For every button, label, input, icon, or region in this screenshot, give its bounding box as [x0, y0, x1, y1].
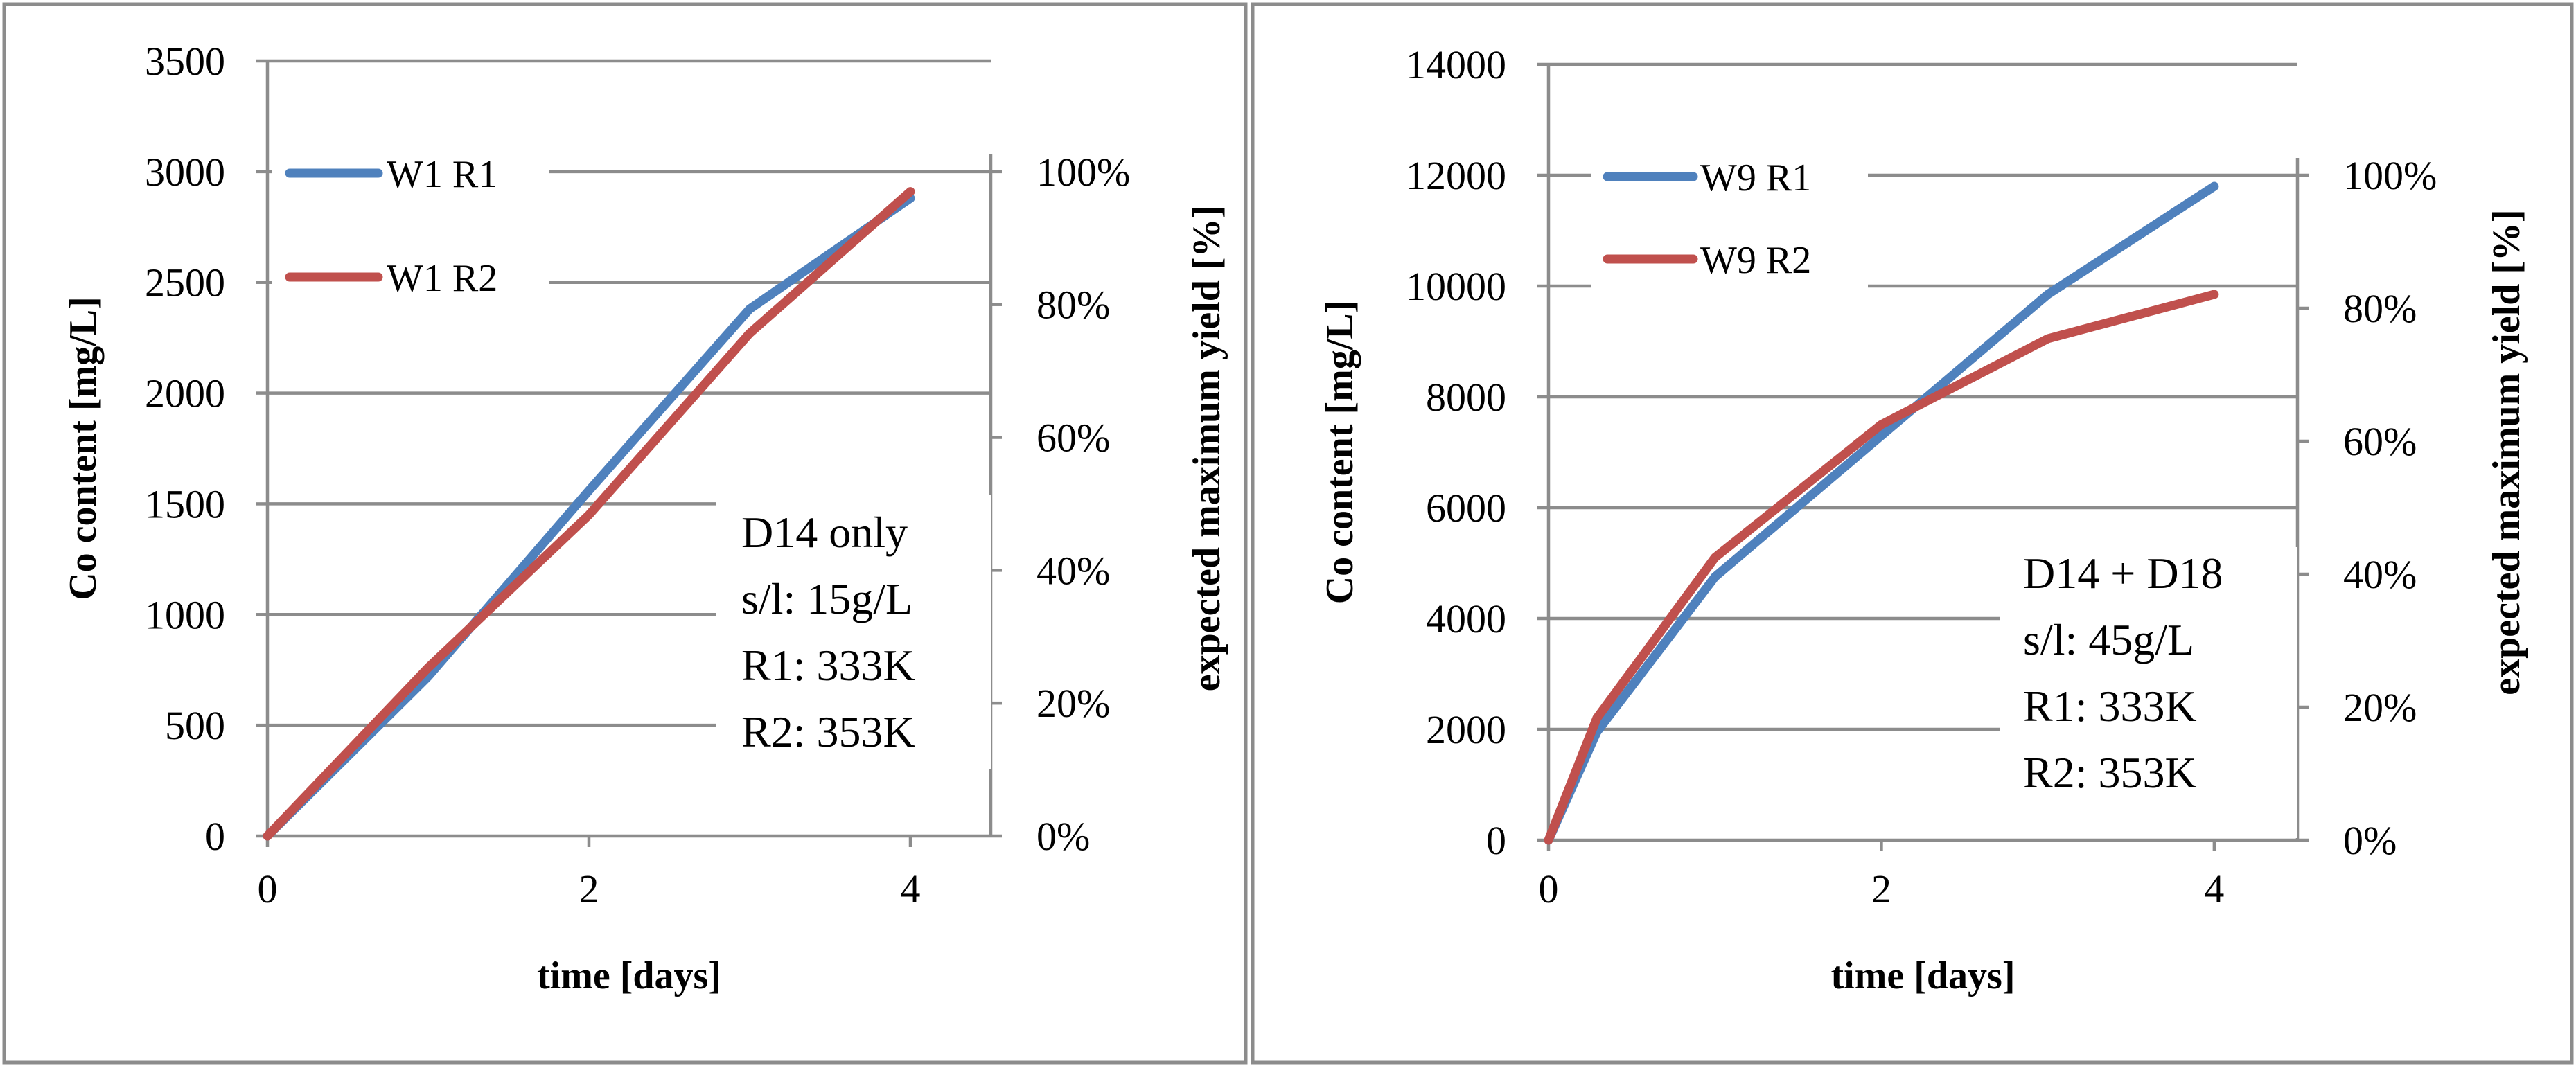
annotation-line: s/l: 45g/L: [2023, 615, 2194, 664]
y-tick-label: 0: [1486, 818, 1506, 863]
annotation-line: R1: 333K: [741, 641, 915, 690]
legend-label: W9 R2: [1700, 239, 1811, 282]
y2-tick-label: 0%: [2343, 818, 2397, 863]
y2-tick-label: 100%: [1036, 150, 1130, 195]
annotation-line: R2: 353K: [2023, 748, 2197, 797]
y2-tick-label: 60%: [2343, 419, 2417, 464]
legend-label: W1 R1: [387, 153, 497, 196]
y2-tick-label: 40%: [2343, 552, 2417, 597]
x-tick-label: 2: [579, 866, 599, 911]
x-tick-label: 4: [2204, 866, 2224, 911]
y-tick-label: 3500: [145, 39, 225, 84]
annotation-background: [716, 495, 991, 769]
y2-axis-title: expected maximum yield [%]: [1185, 206, 1228, 691]
annotation-background: [2000, 547, 2297, 838]
chart-left: 0 500 1000 1500 2000 2500 3000 3500 0% 20% 40% 60% 8…: [62, 39, 1228, 997]
legend-label: W9 R1: [1700, 157, 1811, 199]
series-line-w1-r2: [263, 187, 915, 841]
x-tick-label: 0: [1539, 866, 1559, 911]
legend-background: [1591, 135, 1868, 308]
x-axis-title: time [days]: [537, 954, 721, 997]
y-tick-label: 0: [205, 814, 225, 859]
y-tick-label: 2000: [1426, 707, 1506, 752]
legend-background: [272, 128, 549, 332]
y2-tick-label: 60%: [1036, 416, 1110, 461]
x-tick-label: 2: [1871, 866, 1891, 911]
annotation-line: D14 + D18: [2023, 549, 2223, 598]
y2-tick-label: 0%: [1036, 814, 1090, 859]
annotation-line: R1: 333K: [2023, 682, 2197, 731]
annotation-line: D14 only: [741, 508, 908, 557]
y-tick-label: 2500: [145, 260, 225, 305]
y-tick-label: 500: [165, 703, 225, 748]
y-tick-label: 12000: [1406, 153, 1506, 198]
chart-right: 0 2000 4000 6000 8000 10000 12000 14000 0% 20% 40%…: [1318, 42, 2528, 997]
y-axis-title: Co content [mg/L]: [62, 296, 105, 600]
y-tick-label: 3000: [145, 150, 225, 195]
right-panel-border: [1251, 2, 2574, 1065]
x-tick-label: 0: [258, 866, 278, 911]
x-tick-label: 4: [901, 866, 921, 911]
y2-tick-label: 100%: [2343, 153, 2437, 198]
y-axis-title: Co content [mg/L]: [1318, 301, 1361, 605]
y2-tick-label: 20%: [2343, 685, 2417, 730]
y-tick-label: 4000: [1426, 596, 1506, 641]
y-tick-label: 10000: [1406, 264, 1506, 309]
legend-label: W1 R2: [387, 257, 497, 300]
y-tick-label: 6000: [1426, 486, 1506, 531]
y2-axis-title: expected maximum yield [%]: [2485, 209, 2528, 695]
y-tick-label: 1000: [145, 592, 225, 637]
y-tick-label: 1500: [145, 481, 225, 526]
annotation-line: s/l: 15g/L: [741, 574, 912, 623]
x-axis-title: time [days]: [1831, 954, 2015, 997]
y2-tick-label: 20%: [1036, 681, 1110, 726]
y-tick-label: 2000: [145, 371, 225, 416]
series-line-w9-r2: [1544, 290, 2219, 845]
y2-tick-label: 40%: [1036, 548, 1110, 593]
left-panel-border: [2, 2, 1248, 1065]
y-tick-label: 8000: [1426, 375, 1506, 420]
y-tick-label: 14000: [1406, 42, 1506, 87]
y2-tick-label: 80%: [2343, 286, 2417, 331]
annotation-line: R2: 353K: [741, 707, 915, 756]
y2-tick-label: 80%: [1036, 283, 1110, 328]
